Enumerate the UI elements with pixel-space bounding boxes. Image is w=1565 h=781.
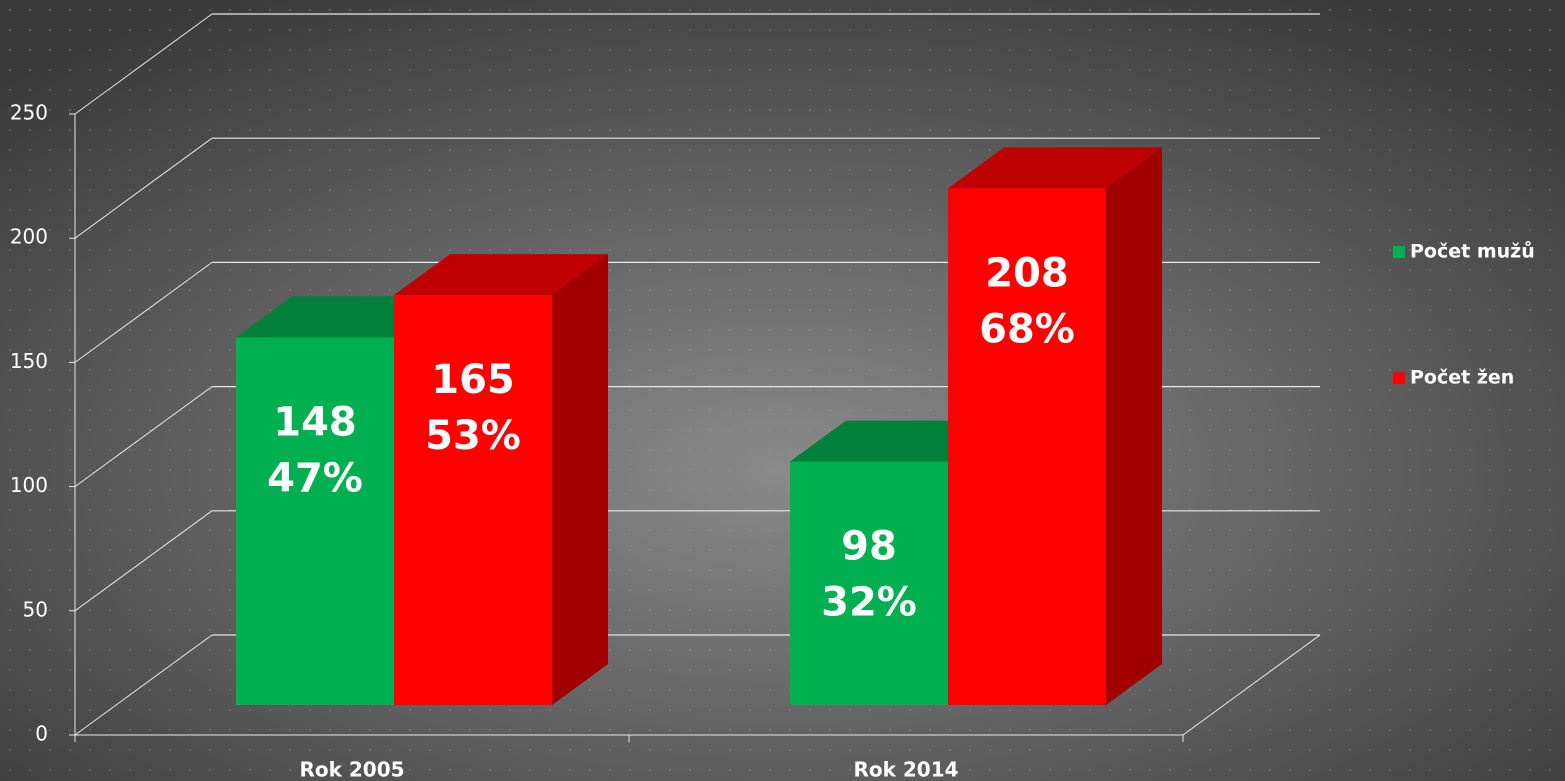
data-label: 165 [431, 357, 515, 403]
bar [394, 295, 552, 705]
y-tick-label: 0 [35, 722, 48, 746]
bar-side [1106, 147, 1162, 705]
share-label: 68% [979, 306, 1075, 352]
y-tick-label: 50 [23, 597, 48, 621]
data-label: 208 [985, 250, 1069, 296]
grid-line-side [74, 386, 213, 488]
bar-top [394, 254, 608, 296]
data-label: 148 [273, 399, 357, 445]
share-label: 53% [425, 413, 521, 459]
grid-line-side [74, 13, 213, 115]
bar [790, 461, 948, 705]
bar-side [552, 254, 608, 705]
grid-line-side [74, 137, 213, 239]
legend-swatch [1393, 372, 1405, 384]
share-label: 32% [821, 580, 917, 626]
plot: 0 50 100 150 200 250 Rok 2005 148 47% 165 53% Rok 2… [10, 13, 1535, 781]
y-tick-label: 200 [10, 225, 48, 249]
floor-edge [1182, 634, 1321, 736]
y-tick-label: 100 [10, 473, 48, 497]
share-label: 47% [267, 455, 363, 501]
legend-swatch [1393, 246, 1405, 258]
x-tick-label: Rok 2005 [299, 758, 404, 781]
x-tick-label: Rok 2014 [853, 758, 958, 781]
legend-label: Počet žen [1410, 367, 1514, 389]
y-tick-label: 150 [10, 349, 48, 373]
bar-top [948, 147, 1162, 189]
legend-label: Počet mužů [1410, 240, 1535, 263]
grid-line-side [74, 261, 213, 363]
grid-line-side [74, 634, 213, 736]
bar [948, 188, 1106, 705]
grid-line-side [74, 510, 213, 612]
y-tick-label: 250 [10, 101, 48, 125]
bar [236, 337, 394, 705]
data-label: 98 [841, 524, 897, 570]
